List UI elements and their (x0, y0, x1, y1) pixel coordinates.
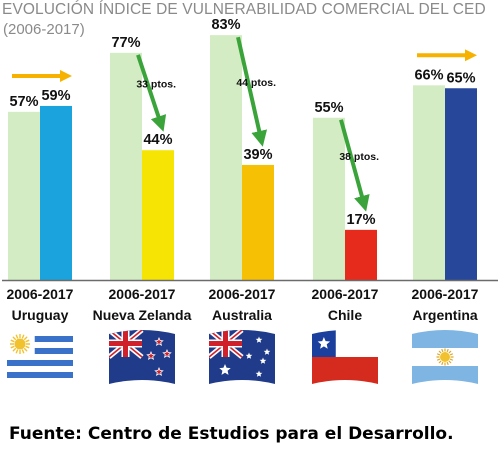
decline-label-australia: 44 ptos. (236, 77, 276, 89)
source-note: Fuente: Centro de Estudios para el Desar… (9, 424, 454, 444)
australia-flag-icon (209, 330, 275, 384)
decline-label-nueva-zelanda: 33 ptos. (136, 79, 176, 91)
argentina-flag-icon (412, 330, 478, 384)
value-label-2017-argentina: 65% (446, 70, 475, 86)
period-label-chile: 2006-2017 (312, 286, 379, 302)
bar-2006-australia (210, 35, 242, 281)
value-label-2006-chile: 55% (314, 100, 343, 116)
value-label-2006-nueva-zelanda: 77% (111, 35, 140, 51)
value-label-2017-chile: 17% (346, 212, 375, 228)
period-label-uruguay: 2006-2017 (7, 286, 74, 302)
bar-2017-uruguay (40, 105, 72, 280)
bar-chart: 57% 59% 2006-2017 Uruguay 77% 44% 2006-2017 Nue… (2, 17, 498, 384)
category-label-nueva-zelanda: Nueva Zelanda (93, 307, 192, 323)
chart-title: EVOLUCIÓN ÍNDICE DE VULNERABILIDAD COMER… (2, 1, 486, 18)
bar-2017-argentina (445, 88, 477, 280)
bar-2017-australia (242, 164, 274, 280)
uruguay-flag-icon (7, 330, 73, 384)
period-label-argentina: 2006-2017 (412, 286, 479, 302)
new-zealand-flag-icon (109, 330, 175, 384)
category-label-uruguay: Uruguay (12, 307, 69, 323)
period-label-australia: 2006-2017 (209, 286, 276, 302)
bar-2006-uruguay (8, 111, 40, 280)
value-label-2006-argentina: 66% (414, 67, 443, 83)
decline-label-chile: 38 ptos. (339, 151, 379, 163)
chile-flag-icon (312, 330, 378, 384)
category-label-argentina: Argentina (412, 307, 478, 323)
decline-arrow-nueva-zelanda (136, 54, 167, 132)
value-label-2017-uruguay: 59% (41, 88, 70, 104)
value-label-2006-australia: 83% (211, 17, 240, 33)
bar-2006-nueva-zelanda (110, 52, 142, 280)
period-label-nueva-zelanda: 2006-2017 (109, 286, 176, 302)
bar-2006-chile (313, 117, 345, 280)
decline-arrow-australia (236, 36, 268, 147)
value-label-2017-australia: 39% (243, 147, 272, 163)
bar-2017-chile (345, 229, 377, 280)
category-label-chile: Chile (328, 307, 362, 323)
bar-2006-argentina (413, 85, 445, 280)
chart-subtitle: (2006-2017) (3, 21, 85, 38)
decline-arrow-chile (339, 119, 370, 212)
value-label-2017-nueva-zelanda: 44% (143, 132, 172, 148)
value-label-2006-uruguay: 57% (9, 94, 38, 110)
category-label-australia: Australia (212, 307, 272, 323)
bar-2017-nueva-zelanda (142, 150, 174, 280)
